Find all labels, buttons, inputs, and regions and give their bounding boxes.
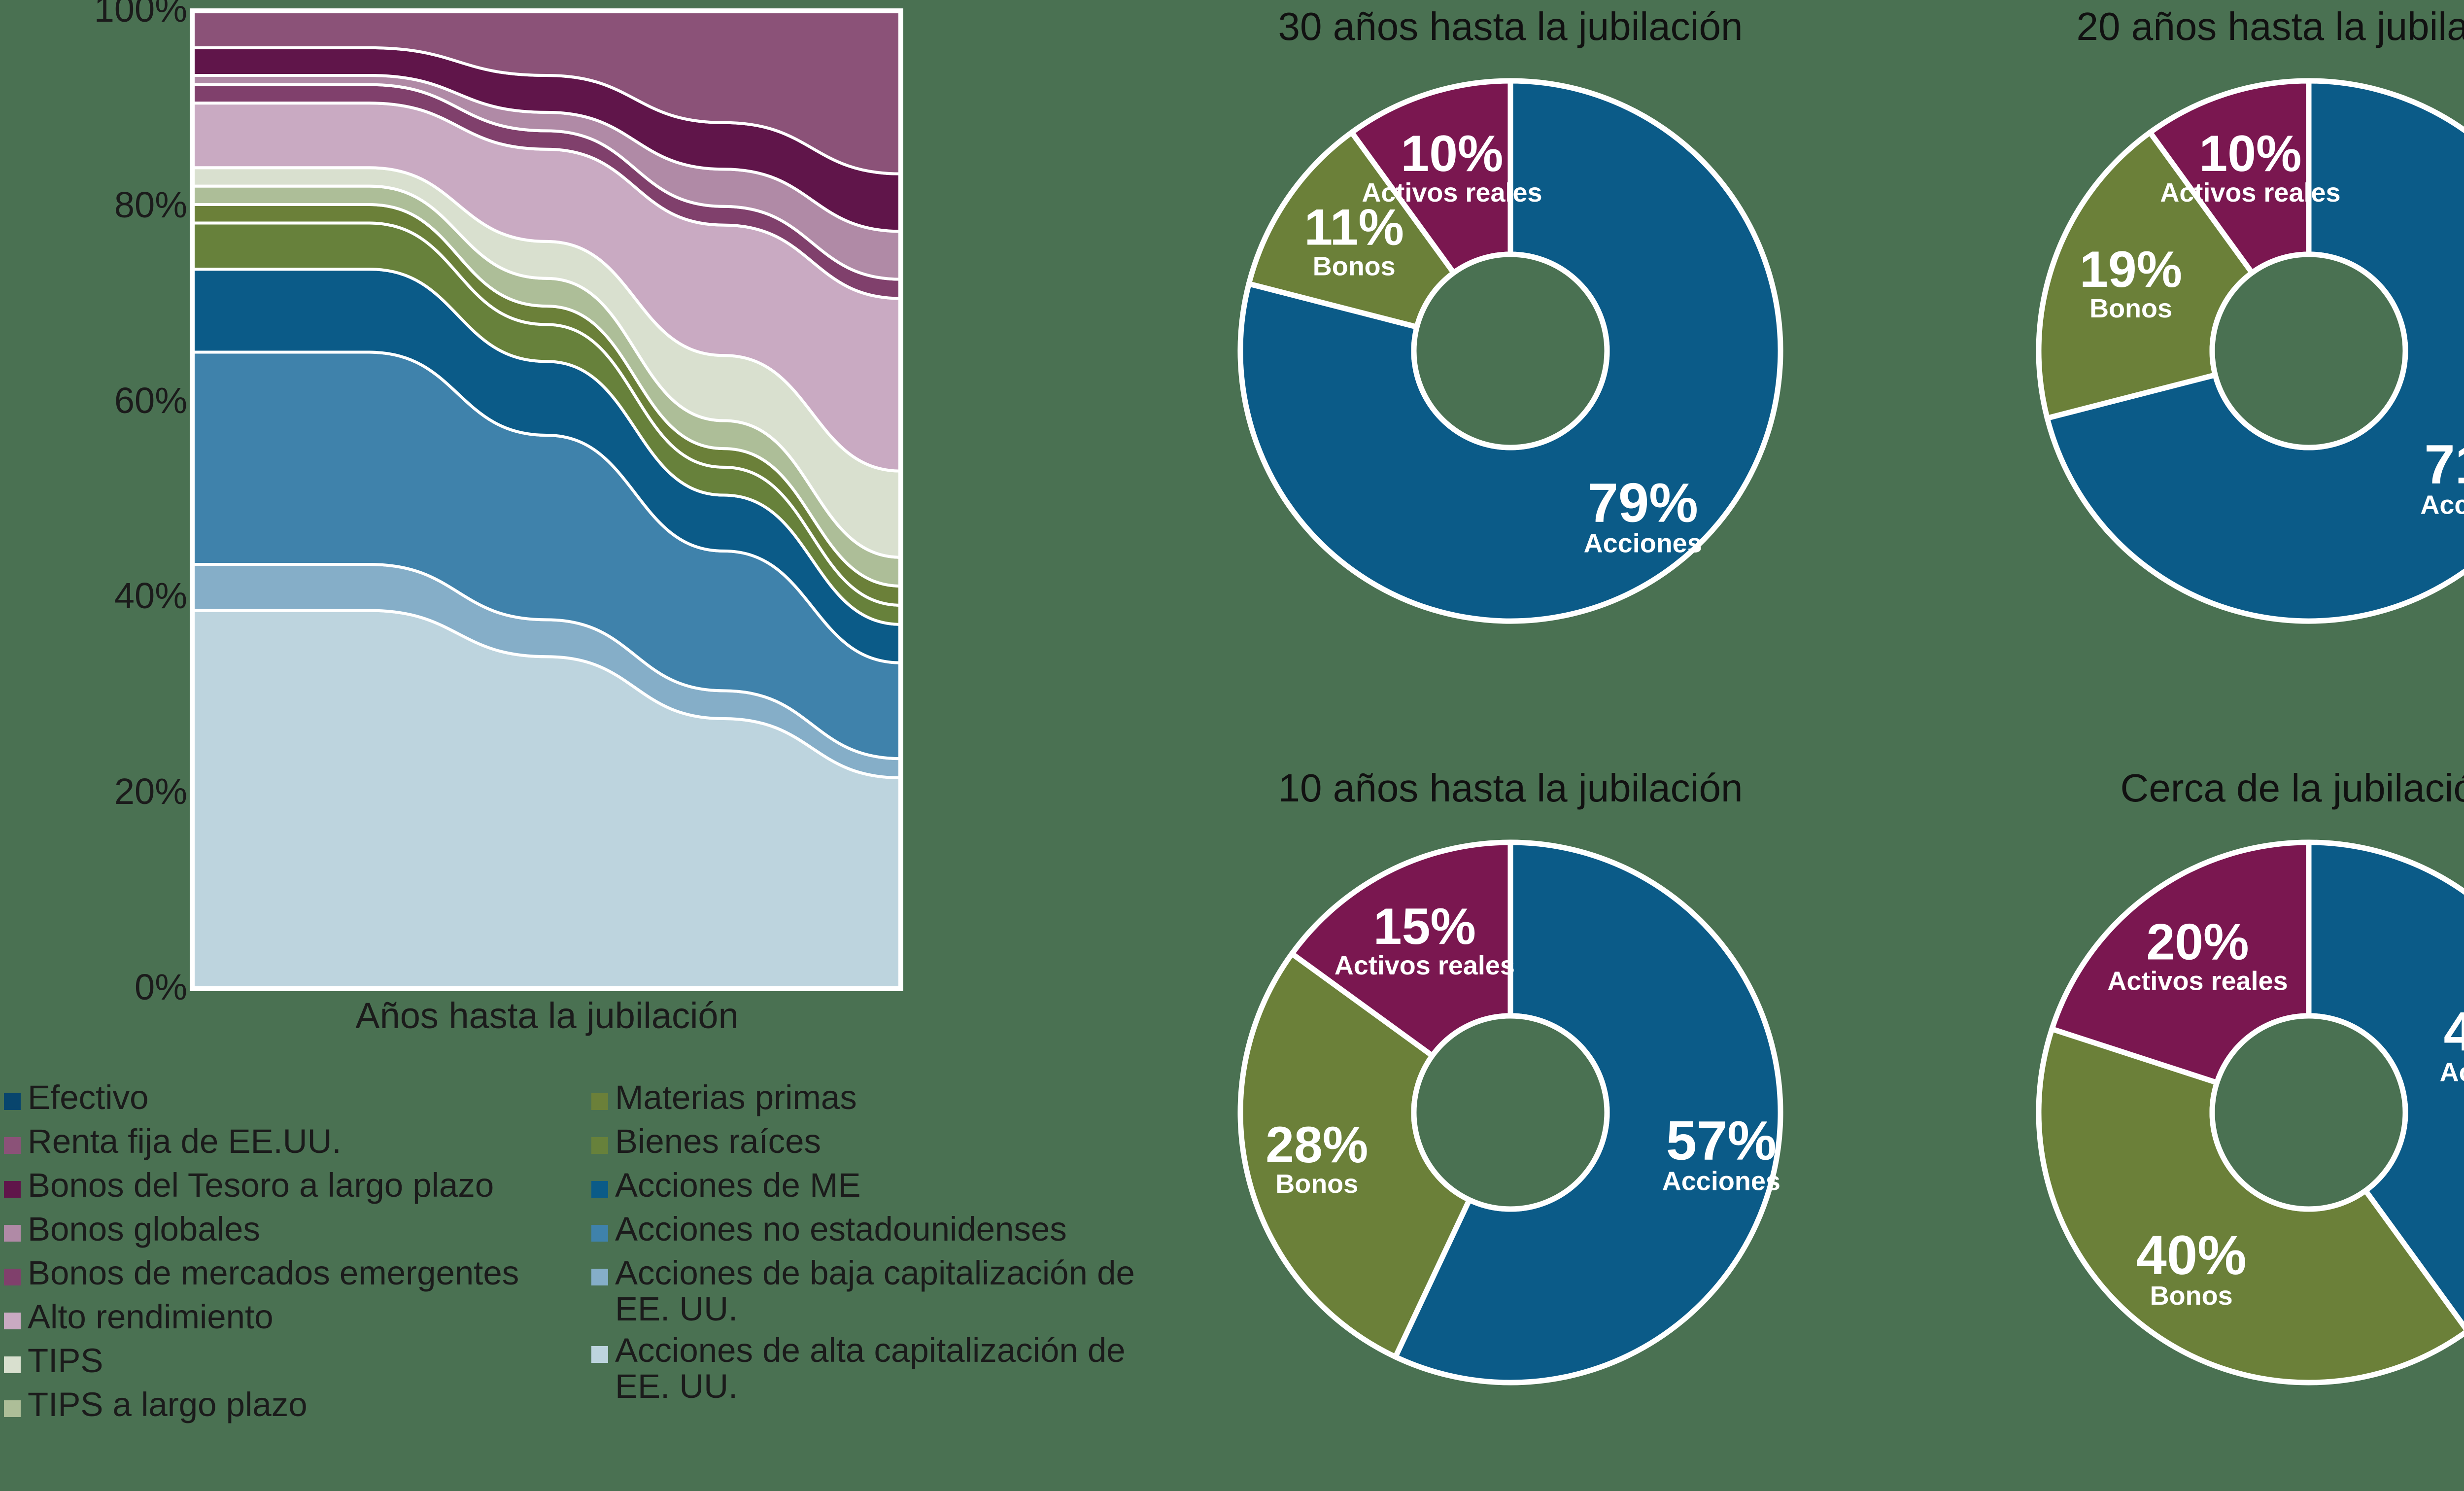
donut-chart-30-years: 30 años hasta la jubilación 79% Acciones 1… (1202, 5, 1818, 729)
legend-swatch-icon (591, 1225, 608, 1242)
legend-item[interactable]: Acciones de alta capitalización de EE. U… (591, 1331, 1143, 1406)
legend-swatch-icon (591, 1346, 608, 1363)
slice-name-label: Activos reales (1335, 951, 1515, 980)
legend-column-left: Efectivo Renta fija de EE.UU. Bonos del Te… (4, 1079, 561, 1430)
legend-item[interactable]: Renta fija de EE.UU. (4, 1123, 561, 1162)
donut-title: 30 años hasta la jubilación (1278, 4, 1743, 48)
legend-item[interactable]: Materias primas (591, 1079, 1143, 1118)
slice-name-label: Activos reales (2160, 178, 2340, 208)
legend-swatch-icon (4, 1093, 21, 1110)
slice-percent-label: 19% (2080, 241, 2182, 298)
legend-swatch-icon (4, 1137, 21, 1154)
legend-swatch-icon (591, 1137, 608, 1154)
y-axis-tick-1: 80% (114, 184, 187, 225)
legend-swatch-icon (591, 1269, 608, 1285)
slice-percent-label: 20% (2146, 914, 2249, 971)
plot-frame (190, 8, 903, 991)
legend-swatch-icon (4, 1313, 21, 1329)
legend-item[interactable]: TIPS a largo plazo (4, 1387, 561, 1425)
x-axis-title: Años hasta la jubilación (355, 995, 739, 1036)
slice-name-label: Activos reales (1362, 178, 1542, 208)
donut-chart-near-retirement: Cerca de la jubilación 40%Acciones40%Bon… (2001, 766, 2464, 1491)
legend-item-label: Acciones de baja capitalización de EE. U… (615, 1254, 1135, 1328)
legend-column-right: Materias primas Bienes raíces Acciones de … (591, 1079, 1143, 1410)
legend-item[interactable]: TIPS (4, 1343, 561, 1381)
legend-item-label: Bonos de mercados emergentes (28, 1254, 519, 1292)
legend-swatch-icon (591, 1181, 608, 1198)
legend-swatch-icon (591, 1093, 608, 1110)
y-axis-tick-labels: 100% 80% 60% 40% 20% 0% (0, 0, 187, 1015)
donut-title: 10 años hasta la jubilación (1278, 766, 1743, 810)
legend-item[interactable]: Bonos de mercados emergentes (4, 1255, 561, 1293)
y-axis-tick-3: 40% (114, 575, 187, 617)
slice-percent-label: 11% (1304, 199, 1404, 256)
slice-name-label: Bonos (1275, 1169, 1358, 1199)
legend-swatch-icon (4, 1269, 21, 1285)
legend-item[interactable]: Bienes raíces (591, 1123, 1143, 1162)
slice-name-label: Acciones (1662, 1167, 1780, 1196)
donut-hole (1411, 1013, 1610, 1212)
legend-item[interactable]: Acciones no estadounidenses (591, 1211, 1143, 1249)
slice-name-label: Acciones (2420, 490, 2464, 520)
legend-item-label: Alto rendimiento (28, 1298, 274, 1336)
donut-title: Cerca de la jubilación (2120, 766, 2464, 810)
legend-item[interactable]: Bonos globales (4, 1211, 561, 1249)
legend-swatch-icon (4, 1356, 21, 1373)
donut-svg: 57%Acciones 28%Bonos 15%Activos reales (1237, 839, 1783, 1386)
donut-hole (1411, 251, 1610, 451)
legend-item-label: TIPS a largo plazo (28, 1386, 308, 1423)
legend-item-label: Acciones no estadounidenses (615, 1210, 1067, 1248)
slice-percent-label: 40% (2136, 1224, 2247, 1286)
slice-name-label: Bonos (2150, 1281, 2233, 1311)
slice-percent-label: 15% (1373, 898, 1476, 955)
slice-name-label: Activos reales (2107, 967, 2288, 996)
legend-item-label: Acciones de alta capitalización de EE. U… (615, 1331, 1126, 1406)
y-axis-tick-4: 20% (114, 771, 187, 812)
legend-item-label: Bonos del Tesoro a largo plazo (28, 1166, 494, 1204)
slice-percent-label: 28% (1266, 1116, 1368, 1174)
slice-name-label: Bonos (2089, 294, 2172, 323)
y-axis-tick-0: 100% (94, 0, 187, 30)
donut-svg: 79%Acciones 11%Bonos 10%Activos reales (1237, 78, 1783, 624)
y-axis-tick-5: 0% (135, 967, 187, 1007)
legend-item-label: TIPS (28, 1342, 103, 1380)
chart-legend: Efectivo Renta fija de EE.UU. Bonos del Te… (0, 1079, 1143, 1479)
donut-svg: 71%Acciones 19%Bonos 10%Activos reales (2036, 78, 2464, 624)
legend-item-label: Bienes raíces (615, 1122, 821, 1160)
slice-percent-label: 10% (2199, 125, 2301, 182)
stacked-area-plot (190, 8, 903, 991)
slice-name-label: Acciones (1584, 528, 1702, 558)
donut-title: 20 años hasta la jubilación (2076, 4, 2464, 48)
stacked-area-chart-panel: 100% 80% 60% 40% 20% 0% Años hasta la jubilac… (0, 0, 936, 1065)
y-axis-tick-2: 60% (114, 380, 187, 421)
slice-percent-label: 10% (1401, 125, 1503, 182)
legend-item[interactable]: Acciones de ME (591, 1167, 1143, 1206)
slice-name-label: Bonos (1313, 251, 1396, 281)
legend-item-label: Bonos globales (28, 1210, 260, 1248)
legend-item[interactable]: Alto rendimiento (4, 1299, 561, 1337)
slice-name-label: Acciones (2440, 1058, 2464, 1087)
donut-chart-10-years: 10 años hasta la jubilación 57% Acciones 2… (1202, 766, 1818, 1491)
legend-item[interactable]: Bonos del Tesoro a largo plazo (4, 1167, 561, 1206)
donut-hole (2209, 251, 2408, 451)
legend-swatch-icon (4, 1225, 21, 1242)
slice-percent-label: 71% (2424, 434, 2464, 495)
legend-item[interactable]: Efectivo (4, 1079, 561, 1118)
slice-percent-label: 57% (1666, 1110, 1777, 1172)
legend-item[interactable]: Acciones de baja capitalización de EE. U… (591, 1255, 1143, 1327)
slice-percent-label: 40% (2444, 1001, 2464, 1063)
legend-item-label: Renta fija de EE.UU. (28, 1122, 342, 1160)
legend-item-label: Efectivo (28, 1078, 149, 1116)
legend-item-label: Acciones de ME (615, 1166, 861, 1204)
slice-percent-label: 79% (1588, 472, 1698, 533)
legend-item-label: Materias primas (615, 1078, 857, 1116)
donut-chart-20-years: 20 años hasta la jubilación 71%Acciones 1… (2001, 5, 2464, 729)
legend-swatch-icon (4, 1181, 21, 1198)
donut-hole (2209, 1013, 2408, 1212)
legend-swatch-icon (4, 1400, 21, 1417)
